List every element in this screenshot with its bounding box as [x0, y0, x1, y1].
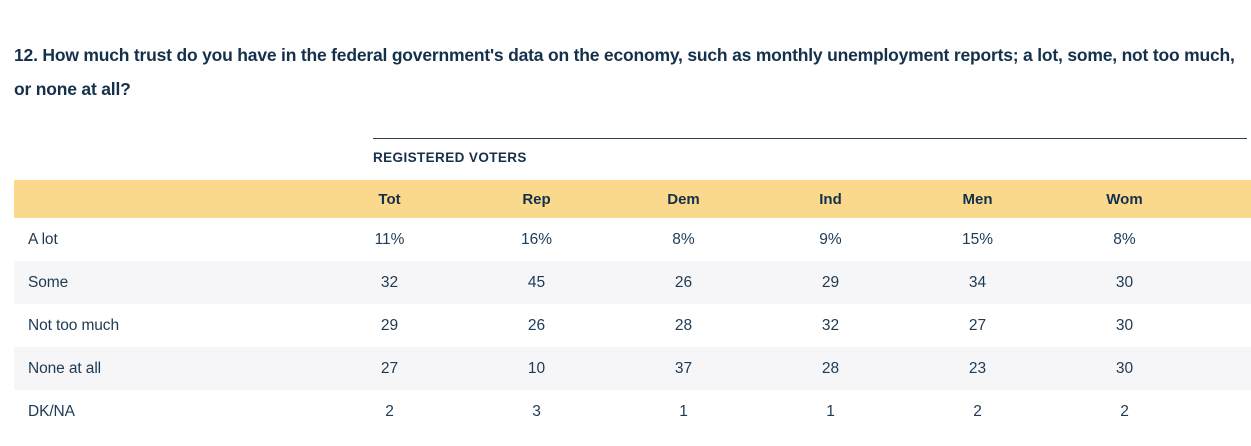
value-cell: 26 — [674, 273, 693, 291]
poll-table: Tot Rep Dem Ind Men Wom A lot 11% 16% 8% 9% 15% 8% S… — [14, 180, 1251, 433]
value-cell: 32 — [821, 316, 840, 334]
value-cell: 1 — [679, 402, 688, 420]
column-header-rep: Rep — [522, 190, 551, 208]
value-cell: 15% — [961, 230, 994, 248]
value-cell: 27 — [968, 316, 987, 334]
table-row: Not too much 29 26 28 32 27 30 — [14, 304, 1251, 347]
value-cell: 29 — [821, 273, 840, 291]
table-header-row: Tot Rep Dem Ind Men Wom — [14, 180, 1251, 218]
question-text: 12. How much trust do you have in the fe… — [14, 45, 1235, 99]
value-cell: 28 — [674, 316, 693, 334]
column-header-men: Men — [962, 190, 993, 208]
column-header-tot: Tot — [378, 190, 401, 208]
value-cell: 2 — [385, 402, 394, 420]
value-cell: 2 — [1120, 402, 1129, 420]
value-cell: 16% — [520, 230, 553, 248]
table-row: A lot 11% 16% 8% 9% 15% 8% — [14, 218, 1251, 261]
column-header-wom: Wom — [1106, 190, 1143, 208]
table-row: DK/NA 2 3 1 1 2 2 — [14, 390, 1251, 433]
value-cell: 29 — [380, 316, 399, 334]
value-cell: 27 — [380, 359, 399, 377]
row-label: DK/NA — [28, 402, 75, 420]
value-cell: 10 — [527, 359, 546, 377]
value-cell: 2 — [973, 402, 982, 420]
table-row: Some 32 45 26 29 34 30 — [14, 261, 1251, 304]
value-cell: 37 — [674, 359, 693, 377]
table-row: None at all 27 10 37 28 23 30 — [14, 347, 1251, 390]
column-header-dem: Dem — [667, 190, 700, 208]
value-cell: 8% — [1113, 230, 1136, 248]
value-cell: 23 — [968, 359, 987, 377]
row-label: A lot — [28, 230, 58, 248]
value-cell: 26 — [527, 316, 546, 334]
value-cell: 3 — [532, 402, 541, 420]
value-cell: 9% — [819, 230, 842, 248]
value-cell: 11% — [374, 230, 405, 248]
value-cell: 30 — [1115, 316, 1134, 334]
value-cell: 8% — [672, 230, 695, 248]
value-cell: 1 — [826, 402, 835, 420]
value-cell: 30 — [1115, 273, 1134, 291]
value-cell: 34 — [968, 273, 987, 291]
row-label: None at all — [28, 359, 102, 377]
column-header-ind: Ind — [819, 190, 842, 208]
value-cell: 45 — [527, 273, 546, 291]
registered-voters-rule — [373, 138, 1247, 139]
registered-voters-label: REGISTERED VOTERS — [373, 150, 527, 165]
value-cell: 28 — [821, 359, 840, 377]
table-body: A lot 11% 16% 8% 9% 15% 8% Some 32 45 26 29 34 30 Not … — [14, 218, 1251, 433]
row-label: Some — [28, 273, 69, 291]
value-cell: 30 — [1115, 359, 1134, 377]
row-label: Not too much — [28, 316, 119, 334]
value-cell: 32 — [380, 273, 399, 291]
